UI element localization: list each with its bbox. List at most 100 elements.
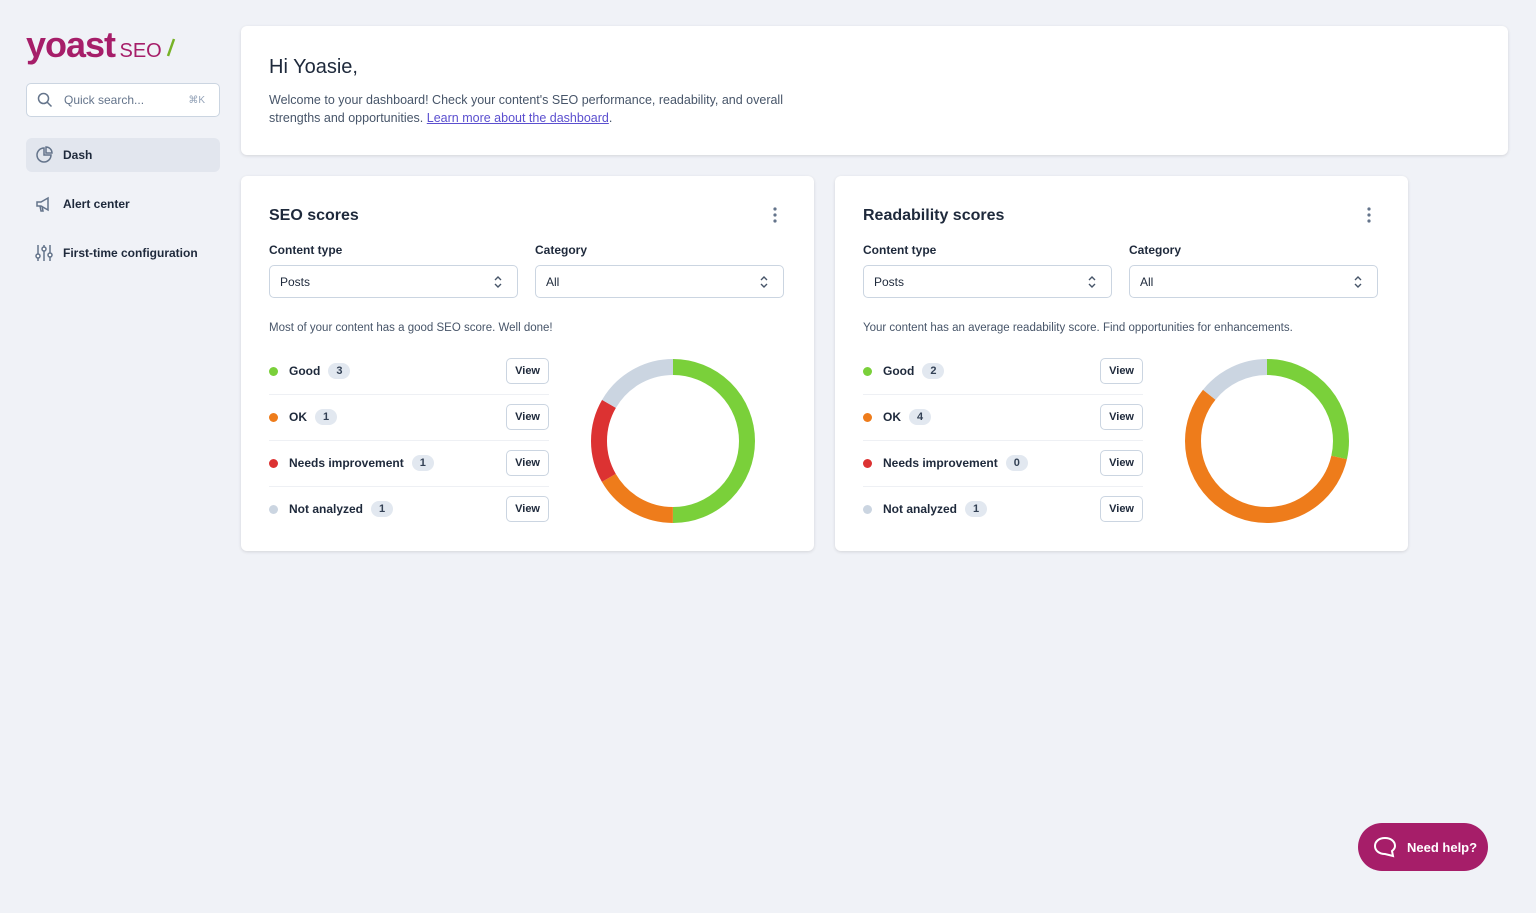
score-name: OK (289, 410, 307, 424)
score-dot (863, 412, 872, 422)
menu-dot (773, 219, 777, 223)
donut-segment (1185, 359, 1349, 523)
view-button[interactable]: View (506, 358, 549, 384)
score-row: Good 2 View (863, 348, 1143, 395)
score-count: 2 (922, 363, 945, 379)
menu-button[interactable] (769, 206, 781, 224)
nav-item[interactable]: First-time configuration (26, 236, 220, 270)
score-count: 1 (315, 409, 338, 425)
score-row: Not analyzed 1 View (269, 486, 549, 532)
score-count: 3 (328, 363, 351, 379)
score-name: Needs improvement (289, 456, 404, 470)
score-message: Most of your content has a good SEO scor… (269, 322, 553, 334)
donut-segment (591, 359, 755, 523)
card-title: Readability scores (863, 207, 1005, 224)
score-name: Needs improvement (883, 456, 998, 470)
score-card: SEO scores Content type Posts Category All Mo… (241, 176, 814, 551)
score-card: Readability scores Content type Posts Categ… (835, 176, 1408, 551)
nav-item[interactable]: Alert center (26, 187, 220, 221)
logo-text: yoast (26, 24, 116, 65)
score-count: 4 (909, 409, 932, 425)
welcome-link-suffix: . (608, 111, 613, 125)
filter-label: Content type (269, 243, 343, 257)
search-placeholder: Quick search... (64, 93, 145, 107)
chevron-shape (1088, 275, 1096, 288)
welcome-text: Welcome to your dashboard! Check your co… (269, 91, 829, 127)
score-count: 1 (411, 455, 434, 471)
score-dot (863, 504, 872, 514)
view-button[interactable]: View (1100, 404, 1143, 430)
score-row: OK 4 View (863, 394, 1143, 441)
menu-button[interactable] (1363, 206, 1375, 224)
chevron-shape (494, 275, 502, 288)
logo-slash (167, 38, 176, 57)
score-count: 1 (965, 501, 988, 517)
welcome-body: Welcome to your dashboard! Check your co… (269, 93, 783, 125)
select-chevron (494, 275, 502, 288)
filter-label: Content type (863, 243, 937, 257)
select-chevron (760, 275, 768, 288)
view-button[interactable]: View (506, 450, 549, 476)
nav-icon (35, 245, 53, 261)
donut-chart (591, 359, 755, 523)
filter-label: Category (1129, 243, 1182, 257)
nav-item[interactable]: Dash (26, 138, 220, 172)
score-dot (863, 458, 872, 468)
view-button[interactable]: View (1100, 358, 1143, 384)
score-row: Good 3 View (269, 348, 549, 395)
menu-dot (773, 207, 777, 211)
chevron-shape (760, 275, 768, 288)
score-dot (863, 366, 872, 376)
score-name: Good (883, 364, 915, 378)
help-button[interactable]: Need help? (1358, 823, 1488, 871)
score-dot (269, 504, 278, 514)
menu-dot (1367, 213, 1371, 217)
menu-dot (1367, 219, 1371, 223)
select-value: Posts (874, 274, 905, 289)
donut-segment (1185, 359, 1349, 523)
card-title: SEO scores (269, 207, 359, 224)
view-button[interactable]: View (506, 496, 549, 522)
score-message: Your content has an average readability … (863, 322, 1293, 334)
donut-chart (1185, 359, 1349, 523)
select[interactable]: Posts (863, 265, 1112, 298)
menu-dot (1367, 207, 1371, 211)
select[interactable]: Posts (269, 265, 518, 298)
welcome-card: Hi Yoasie, Welcome to your dashboard! Ch… (241, 26, 1508, 155)
search-box[interactable]: Quick search... ⌘K (26, 83, 220, 117)
score-name: Good (289, 364, 321, 378)
select[interactable]: All (1129, 265, 1378, 298)
filter-label: Category (535, 243, 588, 257)
score-row: Not analyzed 1 View (863, 486, 1143, 532)
search-shortcut: ⌘K (188, 94, 205, 106)
donut-segment (591, 359, 755, 523)
view-button[interactable]: View (1100, 450, 1143, 476)
score-name: Not analyzed (289, 502, 364, 516)
nav-label: Alert center (63, 197, 130, 211)
score-row: Needs improvement 1 View (269, 440, 549, 487)
welcome-link[interactable]: Learn more about the dashboard (426, 111, 609, 125)
select-chevron (1088, 275, 1096, 288)
nav-icon (36, 196, 49, 212)
score-dot (269, 458, 278, 468)
nav-label: First-time configuration (63, 246, 198, 260)
view-button[interactable]: View (506, 404, 549, 430)
score-row: Needs improvement 0 View (863, 440, 1143, 487)
score-count: 1 (371, 501, 394, 517)
nav-label: Dash (63, 148, 93, 162)
logo-suffix: SEO (119, 40, 162, 62)
help-icon (1373, 836, 1397, 858)
select-value: All (546, 274, 560, 289)
search-icon (37, 92, 53, 108)
score-name: Not analyzed (883, 502, 958, 516)
select-value: Posts (280, 274, 311, 289)
chevron-shape (1354, 275, 1362, 288)
select-value: All (1140, 274, 1154, 289)
nav-icon (36, 146, 53, 163)
select[interactable]: All (535, 265, 784, 298)
score-name: OK (883, 410, 901, 424)
view-button[interactable]: View (1100, 496, 1143, 522)
help-label: Need help? (1407, 839, 1478, 855)
logo[interactable]: yoast SEO (26, 24, 176, 66)
